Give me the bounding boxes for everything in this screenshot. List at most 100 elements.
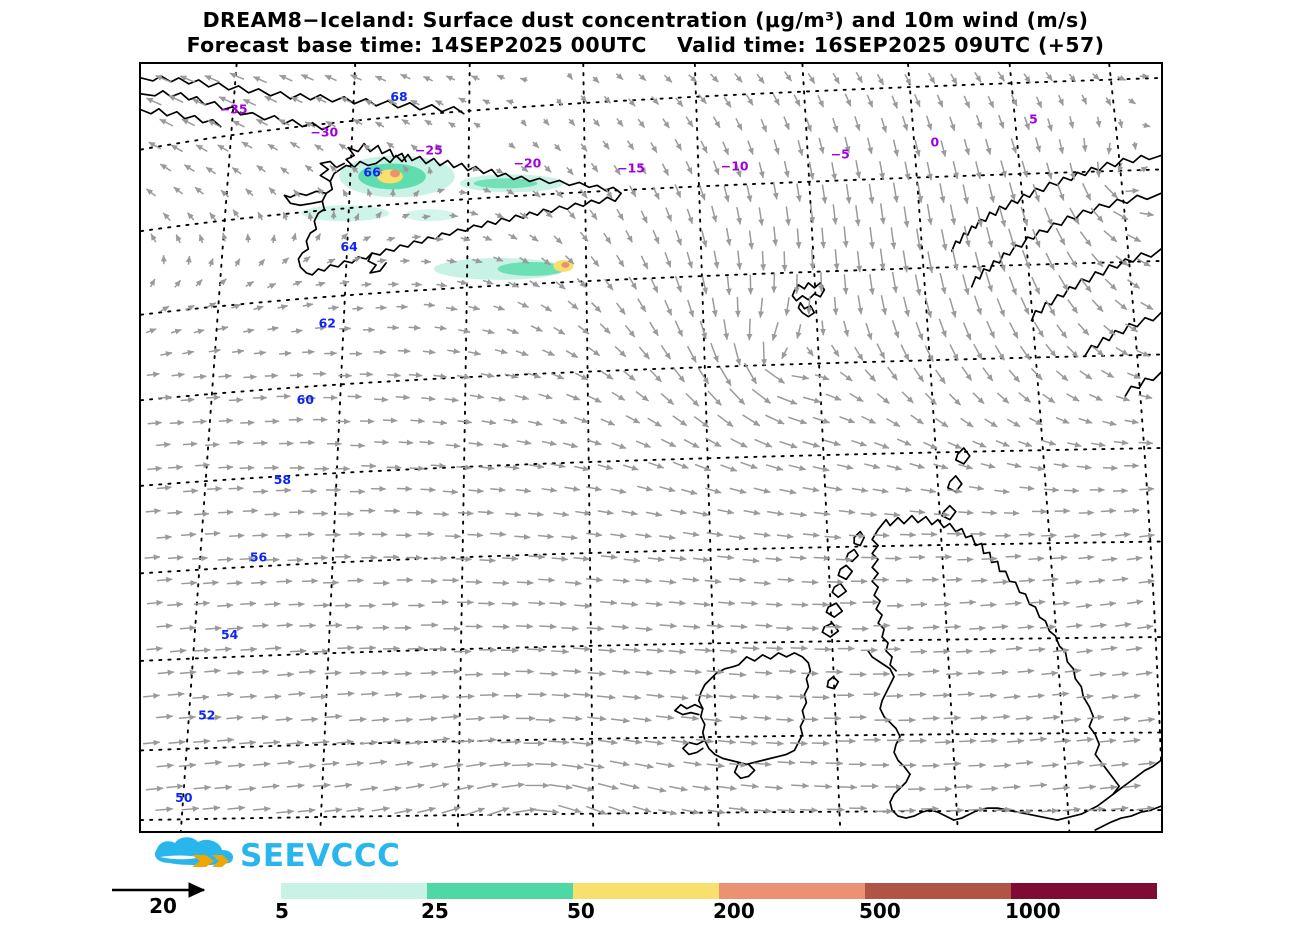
wind-vector — [192, 98, 207, 107]
wind-vector — [866, 94, 874, 108]
wind-vector — [555, 189, 564, 199]
wind-vector — [232, 348, 245, 355]
wind-vector — [209, 212, 217, 221]
wind-vector — [711, 297, 718, 317]
wind-vector — [710, 342, 719, 363]
wind-vector — [854, 205, 861, 227]
wind-vector — [242, 98, 257, 106]
wind-vector — [204, 74, 220, 83]
wind-vector — [974, 251, 982, 273]
wind-vector — [765, 556, 783, 563]
wind-vector — [1115, 255, 1129, 267]
wind-vector — [920, 487, 937, 494]
wind-vector — [807, 72, 816, 84]
colorbar-segment-25 — [427, 883, 573, 899]
wind-vector — [891, 95, 899, 109]
wind-vector — [1019, 345, 1031, 361]
wind-vector — [926, 203, 933, 226]
wind-vector — [204, 530, 221, 537]
wind-vector — [1082, 183, 1092, 201]
wind-vector — [387, 372, 401, 379]
wind-vector — [746, 185, 753, 203]
longitude-label-m30: −30 — [310, 125, 338, 140]
wind-vector — [504, 373, 519, 379]
wind-vector — [791, 374, 810, 381]
wind-vector — [701, 230, 708, 248]
wind-vector — [1028, 417, 1043, 426]
wind-vector — [326, 258, 336, 265]
wind-vector — [540, 304, 552, 312]
wind-vector — [387, 98, 398, 106]
wind-vector — [635, 440, 651, 448]
wind-vector — [1142, 122, 1151, 129]
wind-vector — [576, 277, 587, 288]
wind-vector — [784, 297, 791, 316]
wind-vector — [586, 531, 603, 538]
wind-vector — [148, 141, 162, 150]
wind-vector — [972, 440, 987, 448]
wind-vector — [566, 166, 574, 176]
wind-vector — [1125, 187, 1140, 194]
wind-vector — [687, 299, 695, 318]
wind-vector — [772, 93, 780, 106]
wind-vector — [469, 209, 479, 216]
wind-vector — [998, 207, 1007, 227]
wind-vector — [997, 71, 1006, 82]
wind-vector — [1041, 532, 1057, 539]
wind-vector — [938, 318, 947, 338]
wind-vector — [904, 73, 912, 86]
wind-vector — [736, 206, 742, 225]
wind-vector — [1139, 166, 1148, 173]
wind-vector — [592, 118, 601, 127]
wind-scale-label: 20 — [149, 894, 177, 918]
wind-vector — [252, 488, 269, 495]
wind-vector — [374, 396, 389, 403]
wind-vector — [973, 295, 982, 315]
wind-vector — [1042, 576, 1059, 583]
wind-vector — [777, 576, 795, 583]
wind-vector — [1042, 393, 1056, 404]
dust-colorbar — [281, 883, 1157, 899]
wind-vector — [590, 162, 599, 173]
wind-vector — [182, 349, 195, 356]
wind-vector — [998, 114, 1005, 129]
wind-vector — [340, 96, 352, 104]
longitude-label-m15: −15 — [617, 160, 645, 175]
wind-vector — [855, 71, 864, 84]
wind-vector — [458, 189, 468, 196]
wind-vector — [494, 348, 508, 355]
wind-vector — [1029, 465, 1045, 472]
wind-vector — [1104, 278, 1117, 291]
wind-vector — [884, 511, 901, 518]
wind-vector — [339, 279, 350, 286]
wind-vector — [170, 144, 184, 153]
wind-vector — [561, 534, 578, 541]
wind-vector — [985, 271, 993, 293]
wind-vector — [252, 532, 269, 539]
wind-vector — [915, 228, 923, 251]
wind-vector — [974, 71, 982, 83]
wind-vector — [1128, 97, 1137, 105]
wind-vector — [1018, 440, 1033, 448]
wind-vector — [302, 349, 315, 356]
wind-vector — [149, 278, 156, 288]
wind-vector — [1091, 441, 1106, 448]
wind-vector — [813, 555, 831, 562]
wind-vector — [173, 186, 184, 195]
wind-vector — [612, 577, 630, 584]
wind-vector — [1124, 418, 1139, 425]
wind-vector — [192, 555, 208, 562]
wind-vector — [469, 393, 485, 400]
wind-vector — [980, 462, 996, 469]
wind-vector — [1101, 556, 1118, 563]
wind-vector — [902, 296, 910, 317]
wind-vector — [218, 509, 234, 516]
wind-vector — [1138, 393, 1153, 400]
wind-vector — [1023, 73, 1031, 84]
wind-vector — [314, 144, 324, 151]
wind-vector — [818, 137, 825, 154]
wind-vector — [374, 439, 389, 446]
wind-vector — [364, 99, 376, 106]
wind-vector — [924, 297, 933, 318]
wind-vector — [856, 250, 863, 273]
